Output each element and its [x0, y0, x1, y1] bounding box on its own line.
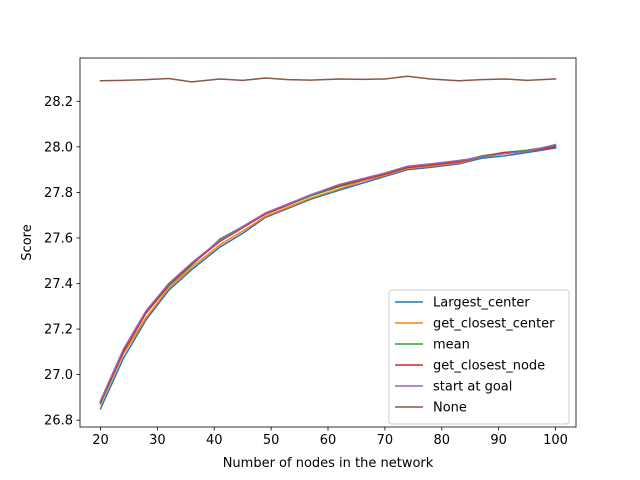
series-line-0	[99, 147, 557, 410]
x-tick-label: 100	[543, 433, 568, 448]
legend-box	[388, 289, 570, 425]
y-tick-label: 27.0	[44, 368, 73, 383]
y-tick-label: 27.8	[44, 186, 73, 201]
x-tick-label: 30	[149, 433, 166, 448]
x-tick-label: 40	[206, 433, 223, 448]
legend-entry-label: get_closest_center	[433, 317, 555, 332]
series-line-2	[99, 144, 557, 405]
x-axis-label: Number of nodes in the network	[223, 456, 434, 471]
legend-entry-label: Largest_center	[433, 296, 530, 311]
series-layer	[99, 75, 557, 410]
x-tick-label: 70	[377, 433, 394, 448]
x-tick-label: 20	[92, 433, 109, 448]
series-line-4	[99, 143, 557, 402]
legend-entry-label: mean	[433, 338, 470, 353]
x-tick-label: 80	[433, 433, 450, 448]
legend-entry-label: None	[433, 401, 467, 416]
y-tick-label: 28.2	[44, 95, 73, 110]
y-tick-label: 28.0	[44, 140, 73, 155]
x-tick-label: 60	[320, 433, 337, 448]
y-tick-label: 27.4	[44, 277, 73, 292]
y-tick-label: 27.2	[44, 323, 73, 338]
x-tick-label: 50	[263, 433, 280, 448]
series-line-5	[99, 75, 557, 83]
y-tick-label: 27.6	[44, 231, 73, 246]
y-axis: 26.8 27.0 27.2 27.4 27.6 27.8 28.0 28.2	[44, 95, 80, 429]
x-axis: 20 30 40 50 60 70 80 90 100	[92, 427, 568, 448]
legend-entry-label: start at goal	[433, 380, 512, 395]
x-tick-label: 90	[490, 433, 507, 448]
y-tick-label: 26.8	[44, 414, 73, 429]
y-axis-label: Score	[20, 224, 35, 260]
legend-entry-label: get_closest_node	[433, 359, 545, 374]
